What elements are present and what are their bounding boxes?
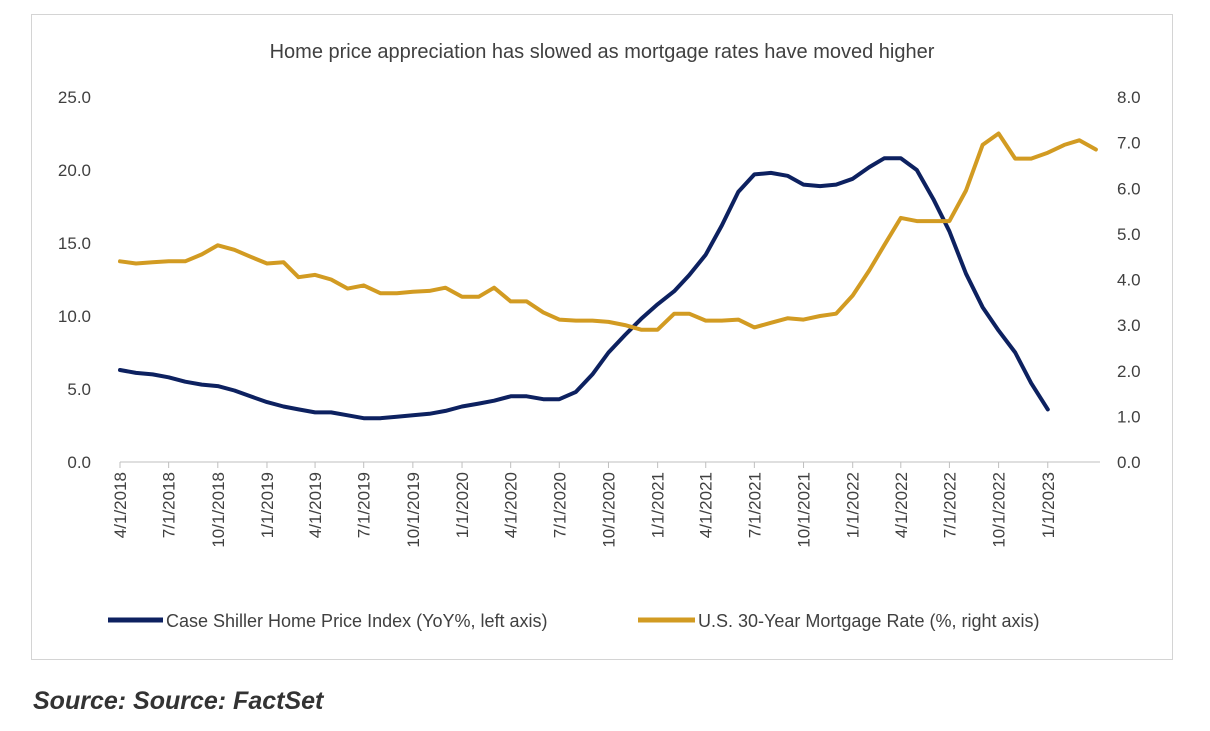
series-line-mortgage-rate bbox=[118, 131, 1098, 332]
axes: 4/1/2018 7/1/2018 10/1/2018 1/1/2019 4/1/201… bbox=[58, 88, 1141, 548]
y-left-tick-label: 10.0 bbox=[58, 307, 91, 326]
x-tick-label: 4/1/2021 bbox=[697, 472, 716, 538]
source-note: Source: Source: FactSet bbox=[33, 687, 324, 715]
series-line-case-shiller bbox=[118, 156, 1050, 421]
series-lines bbox=[118, 131, 1098, 421]
x-tick-label: 10/1/2022 bbox=[990, 472, 1009, 548]
y-right-tick-label: 5.0 bbox=[1117, 225, 1141, 244]
x-tick-label: 10/1/2021 bbox=[795, 472, 814, 548]
y-left-tick-label: 5.0 bbox=[67, 380, 91, 399]
y-left-tick-label: 15.0 bbox=[58, 234, 91, 253]
x-tick-label: 7/1/2018 bbox=[160, 472, 179, 538]
y-right-tick-label: 3.0 bbox=[1117, 316, 1141, 335]
y-right-tick-label: 6.0 bbox=[1117, 179, 1141, 198]
y-right-tick-label: 0.0 bbox=[1117, 453, 1141, 472]
y-right-tick-label: 4.0 bbox=[1117, 271, 1141, 290]
x-tick-label: 4/1/2022 bbox=[892, 472, 911, 538]
y-right-tick-label: 8.0 bbox=[1117, 88, 1141, 107]
x-tick-label: 1/1/2019 bbox=[258, 472, 277, 538]
y-left-tick-label: 20.0 bbox=[58, 161, 91, 180]
legend-label-mortgage-rate: U.S. 30-Year Mortgage Rate (%, right axi… bbox=[698, 611, 1039, 631]
y-left-tick-label: 25.0 bbox=[58, 88, 91, 107]
x-tick-label: 1/1/2020 bbox=[453, 472, 472, 538]
chart-title: Home price appreciation has slowed as mo… bbox=[270, 41, 935, 63]
x-tick-label: 7/1/2020 bbox=[550, 472, 569, 538]
x-tick-label: 10/1/2019 bbox=[404, 472, 423, 548]
x-tick-label: 10/1/2020 bbox=[599, 472, 618, 548]
y-right-tick-label: 2.0 bbox=[1117, 362, 1141, 381]
y-right-tick-label: 7.0 bbox=[1117, 134, 1141, 153]
x-tick-label: 1/1/2023 bbox=[1039, 472, 1058, 538]
legend-label-case-shiller: Case Shiller Home Price Index (YoY%, lef… bbox=[166, 611, 548, 631]
x-tick-label: 1/1/2021 bbox=[649, 472, 668, 538]
legend: Case Shiller Home Price Index (YoY%, lef… bbox=[108, 611, 1039, 631]
x-tick-label: 10/1/2018 bbox=[209, 472, 228, 548]
y-left-tick-label: 0.0 bbox=[67, 453, 91, 472]
x-tick-label: 4/1/2019 bbox=[306, 472, 325, 538]
x-tick-label: 7/1/2019 bbox=[355, 472, 374, 538]
x-tick-label: 4/1/2018 bbox=[111, 472, 130, 538]
x-tick-label: 7/1/2022 bbox=[940, 472, 959, 538]
x-tick-label: 7/1/2021 bbox=[745, 472, 764, 538]
chart-frame bbox=[31, 14, 1173, 660]
x-tick-label: 1/1/2022 bbox=[844, 472, 863, 538]
y-right-tick-label: 1.0 bbox=[1117, 407, 1141, 426]
x-tick-label: 4/1/2020 bbox=[502, 472, 521, 538]
